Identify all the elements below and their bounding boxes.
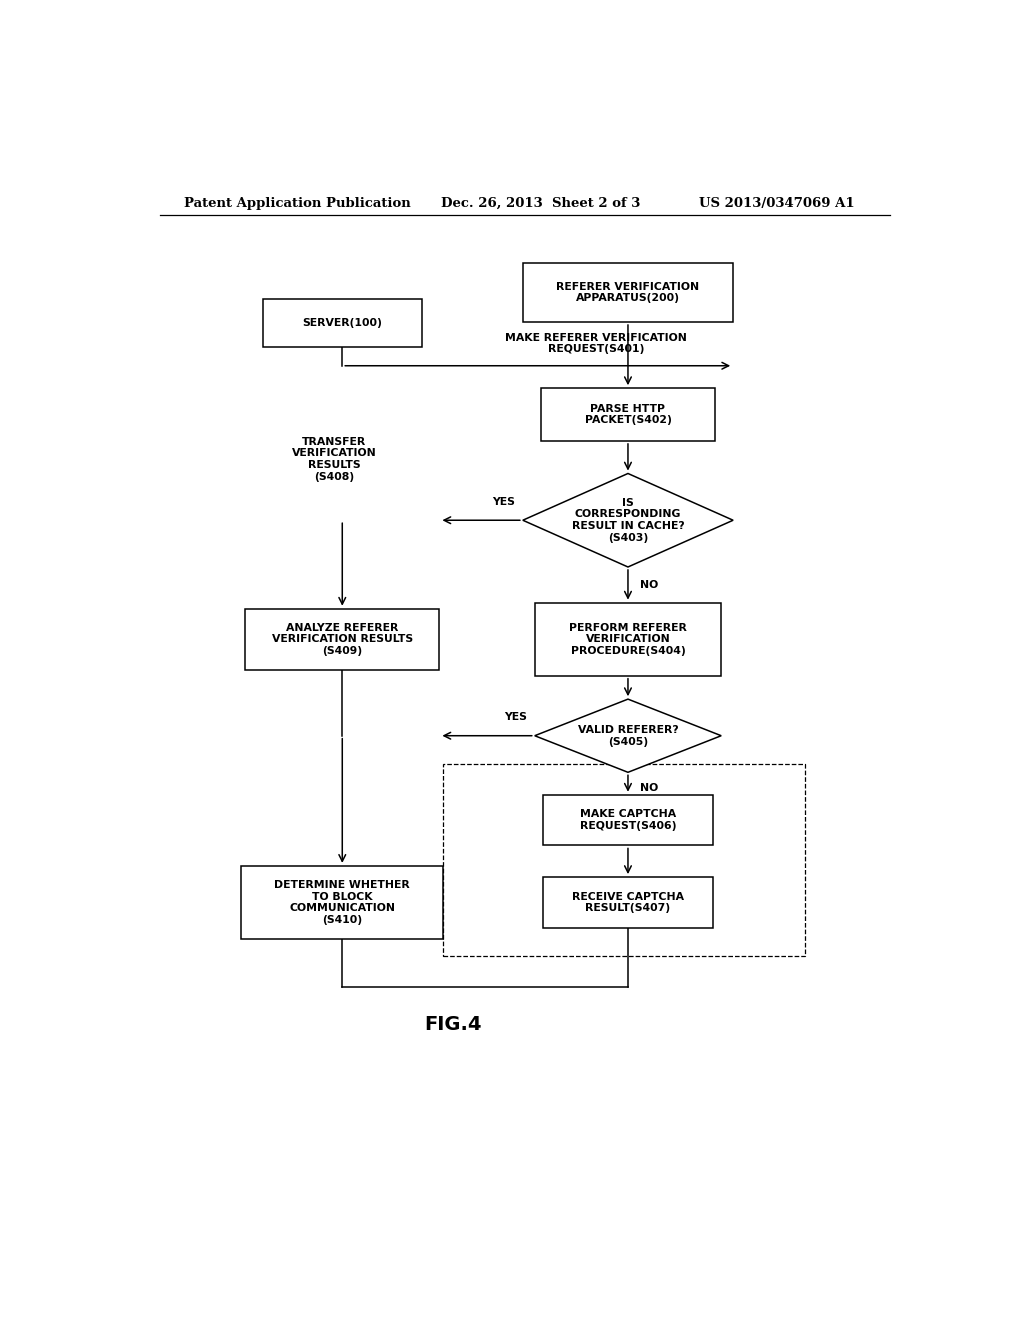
Text: REFERER VERIFICATION
APPARATUS(200): REFERER VERIFICATION APPARATUS(200) bbox=[556, 281, 699, 304]
FancyBboxPatch shape bbox=[543, 876, 714, 928]
Text: ANALYZE REFERER
VERIFICATION RESULTS
(S409): ANALYZE REFERER VERIFICATION RESULTS (S4… bbox=[271, 623, 413, 656]
Text: US 2013/0347069 A1: US 2013/0347069 A1 bbox=[699, 197, 855, 210]
FancyBboxPatch shape bbox=[543, 795, 714, 846]
Text: MAKE CAPTCHA
REQUEST(S406): MAKE CAPTCHA REQUEST(S406) bbox=[580, 809, 676, 830]
Text: Patent Application Publication: Patent Application Publication bbox=[183, 197, 411, 210]
Text: MAKE REFERER VERIFICATION
REQUEST(S401): MAKE REFERER VERIFICATION REQUEST(S401) bbox=[505, 333, 687, 354]
FancyBboxPatch shape bbox=[523, 263, 733, 322]
Text: YES: YES bbox=[492, 496, 515, 507]
FancyBboxPatch shape bbox=[535, 602, 721, 676]
Text: DETERMINE WHETHER
TO BLOCK
COMMUNICATION
(S410): DETERMINE WHETHER TO BLOCK COMMUNICATION… bbox=[274, 880, 411, 925]
Text: FIG.4: FIG.4 bbox=[425, 1015, 482, 1034]
Text: Dec. 26, 2013  Sheet 2 of 3: Dec. 26, 2013 Sheet 2 of 3 bbox=[441, 197, 641, 210]
Text: IS
CORRESPONDING
RESULT IN CACHE?
(S403): IS CORRESPONDING RESULT IN CACHE? (S403) bbox=[571, 498, 684, 543]
Text: YES: YES bbox=[504, 713, 526, 722]
Text: PERFORM REFERER
VERIFICATION
PROCEDURE(S404): PERFORM REFERER VERIFICATION PROCEDURE(S… bbox=[569, 623, 687, 656]
Polygon shape bbox=[523, 474, 733, 568]
Polygon shape bbox=[535, 700, 721, 772]
Text: RECEIVE CAPTCHA
RESULT(S407): RECEIVE CAPTCHA RESULT(S407) bbox=[572, 891, 684, 913]
FancyBboxPatch shape bbox=[245, 609, 439, 669]
Text: NO: NO bbox=[640, 783, 658, 792]
Text: SERVER(100): SERVER(100) bbox=[302, 318, 382, 329]
FancyBboxPatch shape bbox=[241, 866, 443, 939]
Text: PARSE HTTP
PACKET(S402): PARSE HTTP PACKET(S402) bbox=[585, 404, 672, 425]
Text: TRANSFER
VERIFICATION
RESULTS
(S408): TRANSFER VERIFICATION RESULTS (S408) bbox=[292, 437, 377, 482]
FancyBboxPatch shape bbox=[541, 388, 715, 441]
FancyBboxPatch shape bbox=[263, 298, 422, 347]
Text: NO: NO bbox=[640, 581, 658, 590]
Text: VALID REFERER?
(S405): VALID REFERER? (S405) bbox=[578, 725, 678, 747]
